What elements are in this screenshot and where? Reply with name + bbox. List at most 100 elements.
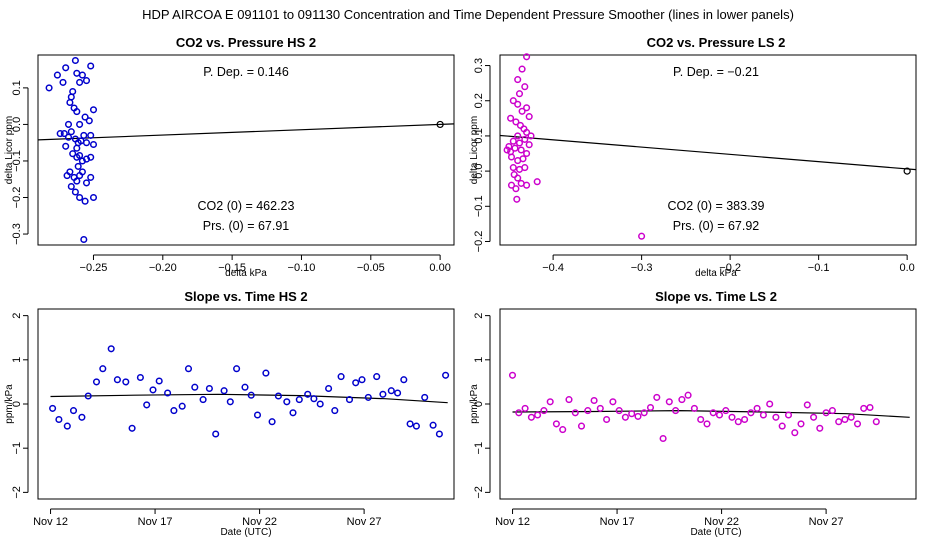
hs-scatter-prs-0: Prs. (0) = 67.91: [203, 219, 290, 233]
hs-slope-y-tick-label: 2: [11, 313, 23, 319]
ls-slope-point: [552, 420, 560, 428]
ls-scatter-point: [525, 113, 533, 121]
ls-slope-point: [590, 396, 598, 405]
hs-scatter-xlabel: delta kPa: [225, 268, 267, 279]
hs-slope-x-tick-label: Nov 22: [242, 516, 277, 528]
hs-slope-plot-frame: [37, 308, 455, 500]
hs-scatter-point: [66, 98, 74, 107]
hs-slope-point: [310, 395, 318, 403]
hs-scatter-y-tick-label: −0.3: [11, 223, 23, 245]
ls-slope-point: [853, 420, 862, 428]
ls-scatter-co2-0: CO2 (0) = 383.39: [668, 199, 765, 213]
ls-slope-plot-frame: [499, 308, 917, 500]
ls-scatter-point: [521, 83, 529, 91]
ls-slope-point: [684, 391, 692, 399]
hs-scatter-y-tick-label: −0.1: [11, 150, 23, 172]
hs-scatter-co2-0: CO2 (0) = 462.23: [198, 199, 295, 213]
ls-scatter-point: [507, 181, 516, 189]
ls-scatter-point: [510, 171, 518, 179]
ls-slope-y-tick-label: −2: [473, 486, 485, 499]
hs-scatter-point: [69, 87, 77, 96]
hs-scatter-point: [71, 56, 79, 65]
ls-scatter-point: [523, 53, 531, 61]
ls-scatter-point: [512, 118, 520, 126]
hs-slope-point: [170, 407, 178, 415]
ls-scatter-point: [519, 155, 527, 163]
hs-scatter-point: [81, 197, 89, 205]
ls-slope-point: [665, 398, 673, 406]
ls-slope-point: [559, 426, 567, 434]
hs-slope-point: [178, 402, 186, 410]
ls-slope-point: [659, 434, 667, 443]
ls-scatter-point: [533, 178, 541, 186]
ls-scatter-x-tick-label: 0.0: [900, 262, 915, 274]
hs-slope-point: [262, 369, 270, 377]
ls-scatter-y-tick-label: −0.1: [473, 195, 485, 217]
hs-slope-point: [49, 404, 57, 412]
ls-scatter-point: [527, 132, 535, 140]
panel-hs-slope: Slope vs. Time HS 2 Nov 12 Nov 17 Nov 22 No…: [4, 289, 455, 538]
hs-scatter-point: [69, 150, 77, 158]
ls-slope-point: [577, 422, 586, 430]
hs-scatter-x-tick-label: 0.00: [429, 262, 450, 274]
hs-slope-point: [84, 392, 92, 400]
main-title: HDP AIRCOA E 091101 to 091130 Concentrat…: [142, 7, 794, 22]
hs-slope-point: [316, 400, 324, 408]
hs-slope-point: [274, 392, 282, 400]
ls-scatter-x-tick-label: −0.1: [808, 262, 830, 274]
ls-scatter-point: [503, 146, 511, 154]
ls-slope-point: [540, 407, 548, 415]
hs-scatter-point: [76, 193, 84, 202]
ls-slope-point: [828, 407, 836, 415]
hs-slope-point: [442, 371, 450, 379]
ls-slope-point: [672, 407, 680, 415]
hs-scatter-plot-frame: [37, 54, 455, 246]
ls-slope-point: [690, 404, 698, 412]
hs-slope-point: [268, 418, 276, 426]
ls-slope-point: [615, 407, 623, 415]
hs-slope-point: [212, 430, 220, 438]
ls-slope-point: [784, 411, 793, 419]
hs-scatter-point: [64, 120, 73, 128]
hs-slope-point: [69, 407, 78, 415]
ls-scatter-fit-line: [499, 134, 917, 171]
ls-scatter-point: [514, 100, 522, 108]
hs-slope-point: [136, 373, 144, 382]
ls-scatter-point: [525, 141, 533, 149]
ls-scatter-y-tick-label: 0.1: [473, 128, 485, 143]
hs-slope-point: [149, 386, 157, 394]
hs-slope-point: [364, 393, 372, 401]
hs-scatter-ylabel: delta Licor ppm: [4, 116, 15, 184]
ls-slope-point: [766, 400, 774, 408]
hs-scatter-point: [67, 93, 75, 101]
hs-slope-point: [63, 422, 71, 430]
hs-slope-point: [412, 422, 420, 430]
hs-scatter-y-tick-label: 0.1: [11, 80, 23, 95]
hs-scatter-point: [64, 133, 73, 141]
hs-slope-point: [325, 384, 333, 393]
hs-slope-point: [421, 393, 429, 401]
ls-slope-y-tick-label: −1: [473, 442, 485, 455]
ls-scatter-x-tick-label: −0.2: [719, 262, 741, 274]
hs-scatter-reference-point: [436, 120, 444, 129]
ls-slope-point: [621, 413, 629, 421]
hs-slope-point: [331, 407, 339, 415]
hs-slope-point: [379, 390, 387, 398]
ls-slope-point: [521, 404, 529, 412]
ls-scatter-x-tick-label: −0.4: [542, 262, 564, 274]
hs-slope-ylabel: ppm/kPa: [4, 384, 15, 424]
ls-slope-point: [646, 403, 655, 412]
hs-scatter-point: [76, 78, 84, 86]
ls-scatter-y-tick-label: 0.2: [473, 93, 485, 108]
panel-ls-scatter: CO2 vs. Pressure LS 2 −0.4 −0.3 −0.2 −0.1 0.…: [469, 35, 917, 279]
hs-scatter-y-tick-label: −0.2: [11, 187, 23, 209]
panel-hs-scatter: CO2 vs. Pressure HS 2 −0.25 −0.20 −0.15 −0.…: [4, 35, 455, 279]
ls-slope-point: [565, 396, 573, 404]
hs-scatter-point: [45, 84, 53, 92]
hs-slope-point: [373, 373, 381, 381]
hs-slope-point: [220, 387, 228, 395]
ls-slope-point: [866, 403, 874, 412]
ls-slope-point: [759, 411, 767, 419]
ls-slope-point: [640, 409, 648, 417]
